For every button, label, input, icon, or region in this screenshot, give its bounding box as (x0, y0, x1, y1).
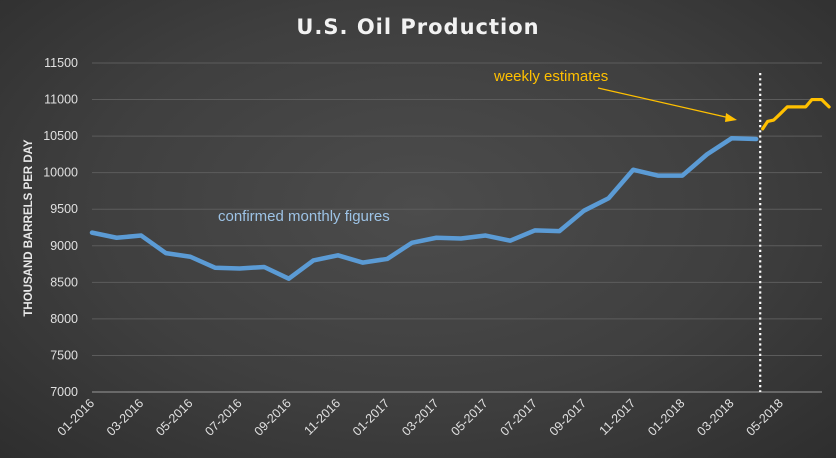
y-tick-label: 8500 (50, 275, 78, 289)
x-axis-ticks: 01-2016 03-2016 05-2016 07-2016 09-2016 11-20… (55, 396, 786, 438)
x-tick-label: 07-2016 (202, 396, 244, 438)
x-tick-label: 05-2018 (744, 396, 786, 438)
x-tick-label: 11-2016 (301, 396, 343, 438)
gridlines (92, 62, 822, 393)
series-line-weekly (761, 97, 831, 131)
x-tick-label: 05-2016 (153, 396, 195, 438)
x-tick-label: 03-2017 (399, 396, 441, 438)
x-tick-label: 05-2017 (448, 396, 490, 438)
series-layer (89, 97, 831, 281)
annotation-weekly-estimates: weekly estimates (493, 68, 608, 85)
y-tick-label: 8000 (50, 312, 78, 326)
x-tick-label: 07-2017 (498, 396, 540, 438)
annotation-arrow-head (725, 113, 737, 122)
y-tick-label: 10000 (43, 166, 78, 180)
x-tick-label: 01-2017 (350, 396, 392, 438)
y-axis-label: THOUSAND BARRELS PER DAY (23, 139, 35, 317)
annotation-confirmed-monthly: confirmed monthly figures (218, 208, 390, 225)
series-line-monthly (89, 136, 759, 281)
x-tick-label: 01-2016 (55, 396, 97, 438)
y-tick-label: 9000 (50, 239, 78, 253)
y-tick-label: 11500 (44, 56, 78, 70)
y-tick-label: 10500 (43, 129, 78, 143)
y-tick-label: 11000 (44, 93, 78, 107)
x-tick-label: 01-2018 (645, 396, 687, 438)
chart-title: U.S. Oil Production (296, 15, 539, 39)
y-axis-ticks: 7000 7500 8000 8500 9000 9500 10000 10500 11000 1… (43, 56, 78, 399)
x-tick-label: 09-2016 (252, 396, 294, 438)
annotation-arrow-line (597, 87, 731, 119)
x-tick-label: 03-2016 (104, 396, 146, 438)
y-tick-label: 7500 (50, 348, 78, 362)
x-tick-label: 09-2017 (547, 396, 589, 438)
x-tick-label: 11-2017 (597, 396, 639, 438)
x-tick-label: 03-2018 (694, 396, 736, 438)
annotations: weekly estimates confirmed monthly figur… (218, 68, 737, 225)
y-tick-label: 9500 (50, 202, 78, 216)
y-tick-label: 7000 (50, 385, 78, 399)
